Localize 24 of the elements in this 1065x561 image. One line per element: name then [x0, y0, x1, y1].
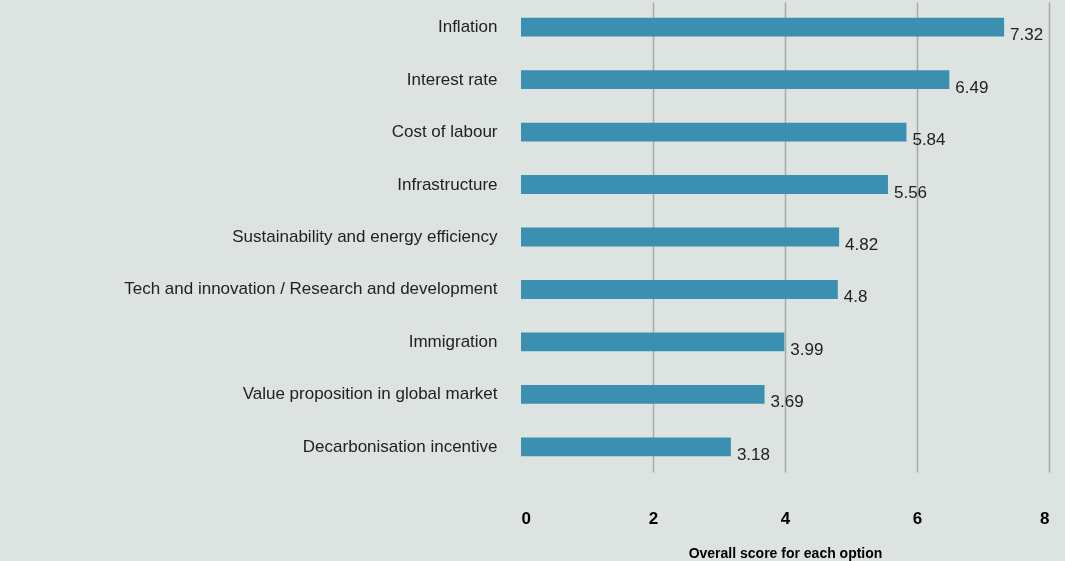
data-label: 5.84 — [912, 130, 946, 150]
data-label: 4.82 — [845, 235, 879, 254]
data-label: 3.18 — [736, 444, 770, 464]
data-label: 5.56 — [893, 182, 928, 202]
y-tick-label: Inflation — [437, 17, 498, 37]
x-tick-label: 6 — [912, 508, 923, 528]
y-tick-label: Cost of labour — [391, 122, 498, 142]
y-tick-label: Infrastructure — [397, 174, 498, 194]
x-tick-label: 2 — [648, 508, 659, 528]
data-label: 3.99 — [790, 339, 824, 359]
y-tick-label: Tech and innovation / Research and development — [124, 279, 498, 299]
y-tick-label: Value proposition in global market — [242, 384, 498, 404]
x-tick-label: 8 — [1040, 508, 1050, 528]
x-tick-label: 0 — [521, 508, 531, 528]
y-tick-label: Immigration — [408, 331, 498, 351]
x-axis-title: Overall score for each option — [688, 544, 883, 561]
y-tick-label: Decarbonisation incentive — [302, 436, 498, 456]
data-label: 3.69 — [770, 392, 804, 412]
data-label: 4.8 — [843, 287, 868, 307]
data-label: 7.32 — [1010, 25, 1044, 45]
y-tick-label: Sustainability and energy efficiency — [232, 227, 498, 246]
x-tick-label: 4 — [780, 508, 791, 528]
y-tick-label: Interest rate — [406, 69, 498, 89]
data-label: 6.49 — [955, 77, 989, 97]
